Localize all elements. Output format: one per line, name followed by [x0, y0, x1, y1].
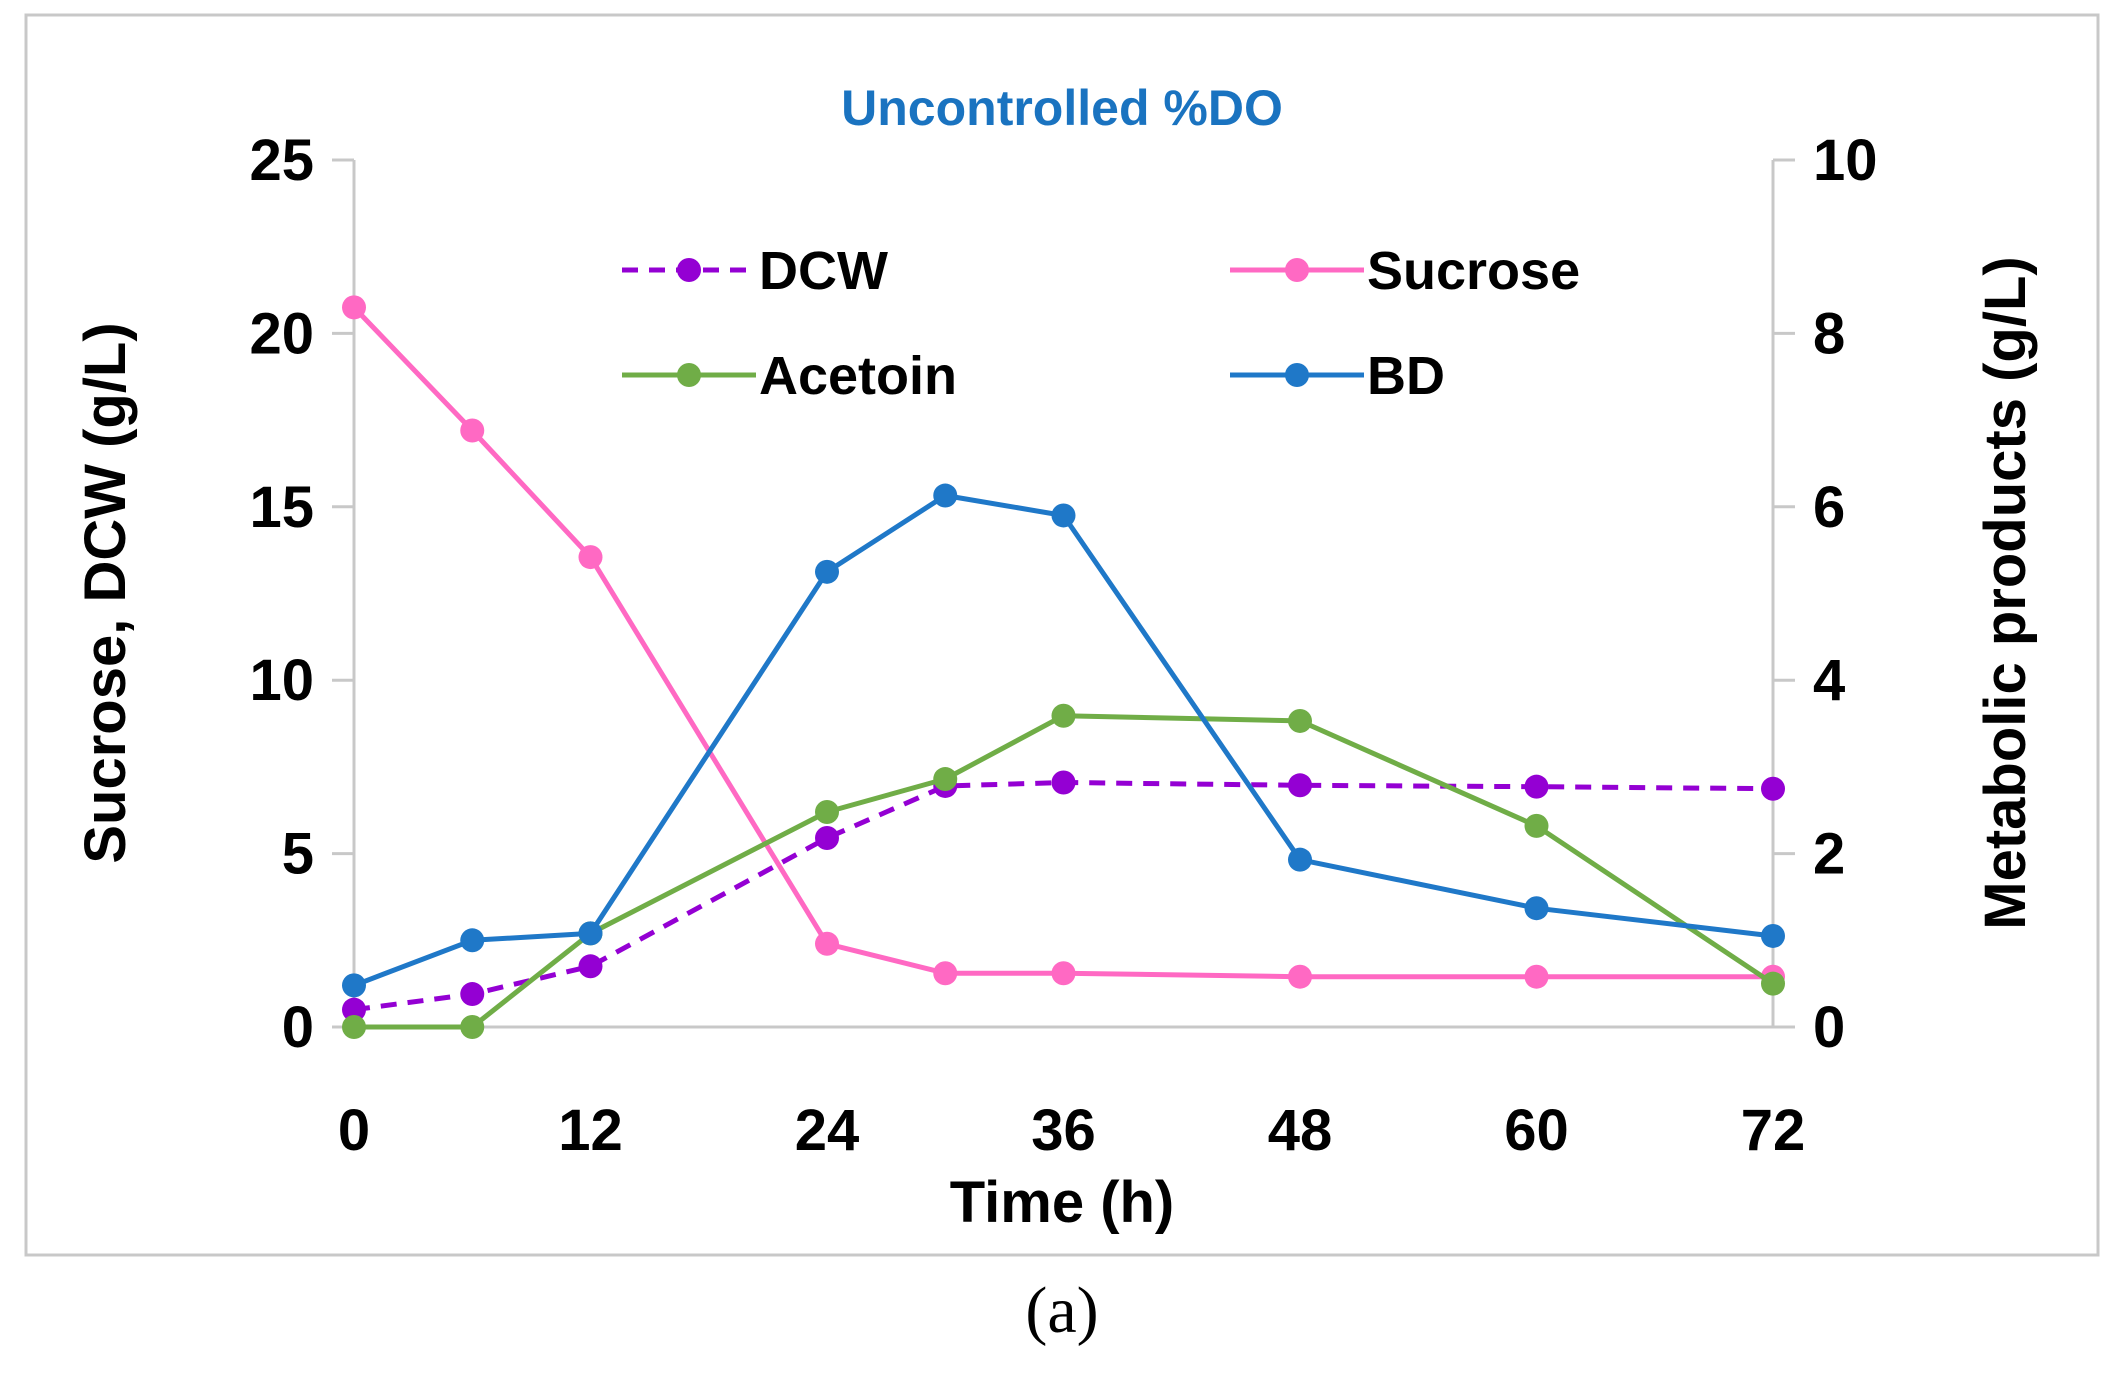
data-point-bd: [1524, 896, 1549, 921]
x-tick-label: 12: [558, 1098, 623, 1163]
left-y-axis-title: Sucrose, DCW (g/L): [73, 322, 138, 863]
data-point-bd: [933, 483, 958, 508]
data-point-acetoin: [1288, 708, 1312, 733]
x-ticks: 0 12 24 36 48 60 72: [338, 1098, 1805, 1163]
data-point-acetoin: [933, 767, 958, 792]
legend-label-bd: BD: [1367, 346, 1445, 406]
series-line-sucrose: [352, 305, 1773, 980]
data-point-dcw: [1524, 774, 1549, 799]
x-tick-label: 0: [338, 1098, 370, 1163]
data-point-dcw: [1051, 770, 1076, 795]
series-line-bd: [353, 493, 1774, 988]
legend-item-acetoin: Acetoin: [622, 346, 957, 406]
data-point-bd: [460, 928, 485, 953]
data-point-sucrose: [933, 961, 958, 986]
data-point-bd: [342, 973, 366, 998]
data-point-bd: [1288, 847, 1312, 872]
legend-label-sucrose: Sucrose: [1367, 241, 1580, 301]
legend-marker-sucrose: [1285, 258, 1309, 282]
data-point-bd: [1051, 503, 1076, 528]
series-layer: [342, 295, 1785, 1039]
right-y-tick-label: 4: [1813, 648, 1845, 713]
left-y-tick-label: 0: [282, 995, 314, 1060]
data-point-acetoin: [460, 1015, 485, 1039]
data-point-dcw: [815, 825, 839, 850]
right-y-ticks: 0 2 4 6 8 10: [1773, 128, 1878, 1060]
legend-label-dcw: DCW: [759, 241, 888, 301]
left-y-tick-label: 5: [282, 822, 314, 887]
right-y-tick-label: 6: [1813, 475, 1845, 540]
chart-title: Uncontrolled %DO: [841, 80, 1283, 136]
legend-label-acetoin: Acetoin: [759, 346, 957, 406]
data-point-sucrose: [815, 931, 839, 956]
data-point-dcw: [342, 997, 366, 1022]
legend-marker-dcw: [677, 258, 701, 282]
series-sucrose: [342, 295, 1785, 989]
x-axis-title: Time (h): [950, 1170, 1175, 1235]
data-point-dcw: [1288, 773, 1312, 798]
x-tick-label: 24: [795, 1098, 860, 1163]
data-point-bd: [815, 559, 839, 584]
legend-item-bd: BD: [1230, 346, 1445, 406]
series-bd: [342, 483, 1785, 998]
data-point-acetoin: [815, 799, 839, 824]
data-point-sucrose: [1524, 964, 1549, 989]
right-y-axis-title: Metabolic products (g/L): [1973, 256, 2038, 929]
series-acetoin: [342, 703, 1785, 1039]
legend-item-dcw: DCW: [622, 241, 888, 301]
data-point-bd: [1761, 923, 1785, 948]
x-tick-label: 60: [1504, 1098, 1569, 1163]
data-point-sucrose: [1288, 964, 1312, 989]
data-point-acetoin: [1761, 971, 1785, 996]
data-point-bd: [578, 921, 603, 946]
right-y-tick-label: 0: [1813, 995, 1845, 1060]
chart-frame: [24, 13, 2100, 1257]
data-point-dcw: [578, 954, 603, 979]
data-point-acetoin: [1051, 703, 1076, 728]
left-y-tick-label: 10: [249, 648, 314, 713]
right-y-tick-label: 2: [1813, 822, 1845, 887]
data-point-acetoin: [1524, 813, 1549, 838]
legend-marker-acetoin: [677, 363, 701, 387]
data-point-sucrose: [1051, 961, 1076, 986]
data-point-dcw: [1761, 776, 1785, 801]
right-y-tick-label: 8: [1813, 301, 1845, 366]
left-y-tick-label: 15: [249, 475, 314, 540]
left-y-tick-label: 20: [249, 301, 314, 366]
legend-marker-bd: [1285, 363, 1309, 387]
data-point-sucrose: [342, 295, 366, 320]
right-y-tick-label: 10: [1813, 128, 1878, 193]
data-point-sucrose: [578, 545, 603, 570]
x-tick-label: 48: [1268, 1098, 1333, 1163]
data-point-dcw: [460, 982, 485, 1007]
x-tick-label: 36: [1031, 1098, 1096, 1163]
figure-caption: (a): [1025, 1274, 1098, 1347]
legend: DCW Sucrose Acetoin BD: [622, 241, 1580, 406]
series-dcw: [342, 770, 1785, 1022]
data-point-acetoin: [342, 1015, 366, 1039]
left-y-ticks: 0 5 10 15 20 25: [249, 128, 354, 1060]
left-y-tick-label: 25: [249, 128, 314, 193]
legend-item-sucrose: Sucrose: [1230, 241, 1580, 301]
x-tick-label: 72: [1741, 1098, 1806, 1163]
data-point-sucrose: [460, 418, 485, 443]
